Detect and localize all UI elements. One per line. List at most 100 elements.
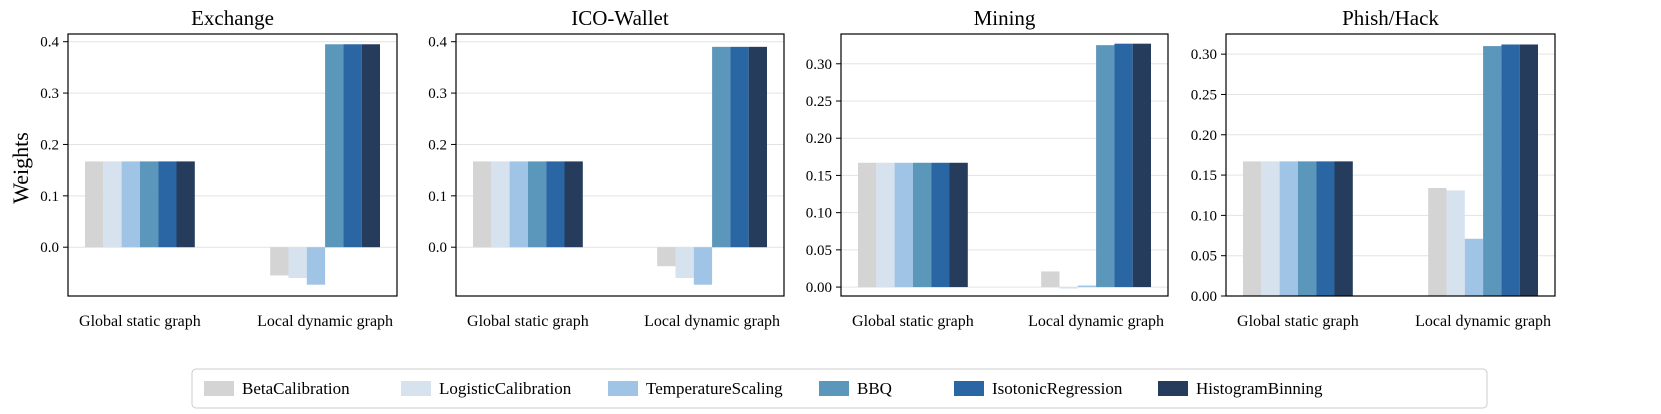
bar-logisticcalibration-global [491, 161, 510, 248]
y-tick-label: 0.2 [40, 137, 59, 153]
y-tick-label: 0.15 [806, 168, 832, 184]
bar-bbq-global [139, 161, 159, 248]
y-tick-label: 0.00 [1191, 289, 1217, 305]
chart-panel-4: 0.00 0.05 0.10 0.15 0.20 0.25 0.30 Global stati… [1191, 6, 1556, 330]
y-tick-label: 0.20 [1191, 128, 1217, 144]
legend-item-bbq: BBQ [819, 379, 892, 398]
bar-temperaturescaling-local [1464, 238, 1484, 296]
bar-betacalibration-global [85, 161, 104, 248]
chart-panel-1: 0.0 0.1 0.2 0.3 0.4 Global static graph Local … [40, 6, 398, 330]
legend-item-histogrambinning: HistogramBinning [1158, 379, 1323, 398]
legend-swatch [204, 381, 234, 396]
legend-label: BBQ [857, 379, 892, 398]
bar-isotonicregression-local [1501, 44, 1520, 297]
legend-swatch [1158, 381, 1188, 396]
y-tick-label: 0.4 [428, 35, 447, 51]
y-tick-label: 0.30 [1191, 47, 1217, 63]
bar-isotonicregression-local [730, 46, 749, 248]
chart-title: Phish/Hack [1342, 6, 1439, 30]
y-tick-label: 0.1 [428, 189, 447, 205]
x-tick-label: Local dynamic graph [1415, 313, 1551, 330]
bar-logisticcalibration-global [876, 162, 895, 288]
bar-temperaturescaling-local [693, 247, 713, 285]
chart-title: ICO-Wallet [571, 6, 669, 30]
bar-betacalibration-local [1428, 187, 1447, 296]
legend-label: IsotonicRegression [992, 379, 1123, 398]
legend-swatch [401, 381, 431, 396]
chart-title: Mining [974, 6, 1036, 30]
legend-item-logisticcalibration: LogisticCalibration [401, 379, 572, 398]
y-tick-label: 0.1 [40, 189, 59, 205]
legend-item-temperaturescaling: TemperatureScaling [608, 379, 783, 398]
legend-swatch [608, 381, 638, 396]
x-tick-label: Local dynamic graph [257, 313, 393, 330]
bar-histogrambinning-local [361, 44, 380, 248]
y-tick-label: 0.25 [806, 94, 832, 110]
axes-frame [455, 33, 785, 297]
chart-title: Exchange [191, 6, 274, 30]
y-tick-label: 0.10 [1191, 208, 1217, 224]
bar-bbq-local [1096, 45, 1115, 288]
y-tick-label: 0.05 [1191, 249, 1217, 265]
bar-isotonicregression-local [343, 44, 362, 248]
bar-betacalibration-local [657, 247, 676, 267]
bar-isotonicregression-local [1114, 43, 1133, 288]
bar-logisticcalibration-local [288, 247, 307, 279]
y-tick-label: 0.20 [806, 131, 832, 147]
bar-bbq-global [1297, 161, 1317, 296]
legend-item-isotonicregression: IsotonicRegression [954, 379, 1123, 398]
legend-swatch [819, 381, 849, 396]
bar-bbq-local [712, 46, 731, 248]
bar-isotonicregression-global [1316, 161, 1335, 296]
bar-histogrambinning-local [748, 46, 767, 248]
bar-isotonicregression-global [158, 161, 177, 248]
y-tick-label: 0.3 [40, 86, 59, 102]
bar-logisticcalibration-local [675, 247, 694, 279]
legend: BetaCalibration LogisticCalibration Temper… [191, 368, 1488, 409]
x-tick-label: Global static graph [852, 313, 974, 330]
y-tick-label: 0.2 [428, 137, 447, 153]
y-axis-label: Weights [8, 132, 33, 204]
y-tick-label: 0.15 [1191, 168, 1217, 184]
y-tick-label: 0.25 [1191, 87, 1217, 103]
bar-logisticcalibration-local [1446, 190, 1465, 296]
bar-histogrambinning-global [1334, 161, 1353, 296]
y-tick-label: 0.0 [428, 240, 447, 256]
bar-isotonicregression-global [931, 162, 950, 288]
legend-label: BetaCalibration [242, 379, 350, 398]
bar-bbq-local [1483, 46, 1502, 297]
chart-panel-2: 0.0 0.1 0.2 0.3 0.4 Global static graph Local … [428, 6, 785, 330]
bar-bbq-local [325, 44, 344, 248]
bar-logisticcalibration-global [103, 161, 122, 248]
bar-temperaturescaling-global [1279, 161, 1298, 296]
axes-frame [1225, 33, 1556, 297]
bar-temperaturescaling-local [1077, 285, 1097, 288]
chart-panel-3: 0.00 0.05 0.10 0.15 0.20 0.25 0.30 Global stati… [806, 6, 1169, 330]
bar-histogrambinning-global [564, 161, 583, 248]
y-tick-label: 0.05 [806, 243, 832, 259]
x-tick-label: Global static graph [467, 313, 589, 330]
bar-isotonicregression-global [546, 161, 565, 248]
bar-temperaturescaling-local [306, 247, 326, 285]
x-tick-label: Local dynamic graph [644, 313, 780, 330]
panels: 0.0 0.1 0.2 0.3 0.4 Global static graph Local … [40, 6, 1556, 330]
bar-betacalibration-global [1243, 161, 1262, 296]
legend-label: HistogramBinning [1196, 379, 1323, 398]
bar-bbq-global [527, 161, 547, 248]
bar-temperaturescaling-global [894, 162, 913, 288]
x-tick-label: Local dynamic graph [1028, 313, 1164, 330]
y-tick-label: 0.30 [806, 57, 832, 73]
bar-betacalibration-global [473, 161, 492, 248]
bar-logisticcalibration-local [1059, 287, 1078, 289]
legend-label: LogisticCalibration [439, 379, 572, 398]
y-tick-label: 0.10 [806, 206, 832, 222]
bar-histogrambinning-global [949, 162, 968, 288]
bar-betacalibration-local [270, 247, 289, 276]
axes-frame [67, 33, 398, 297]
bar-temperaturescaling-global [121, 161, 140, 248]
bar-histogrambinning-local [1132, 43, 1151, 288]
y-tick-label: 0.0 [40, 240, 59, 256]
bar-temperaturescaling-global [509, 161, 528, 248]
x-tick-label: Global static graph [79, 313, 201, 330]
